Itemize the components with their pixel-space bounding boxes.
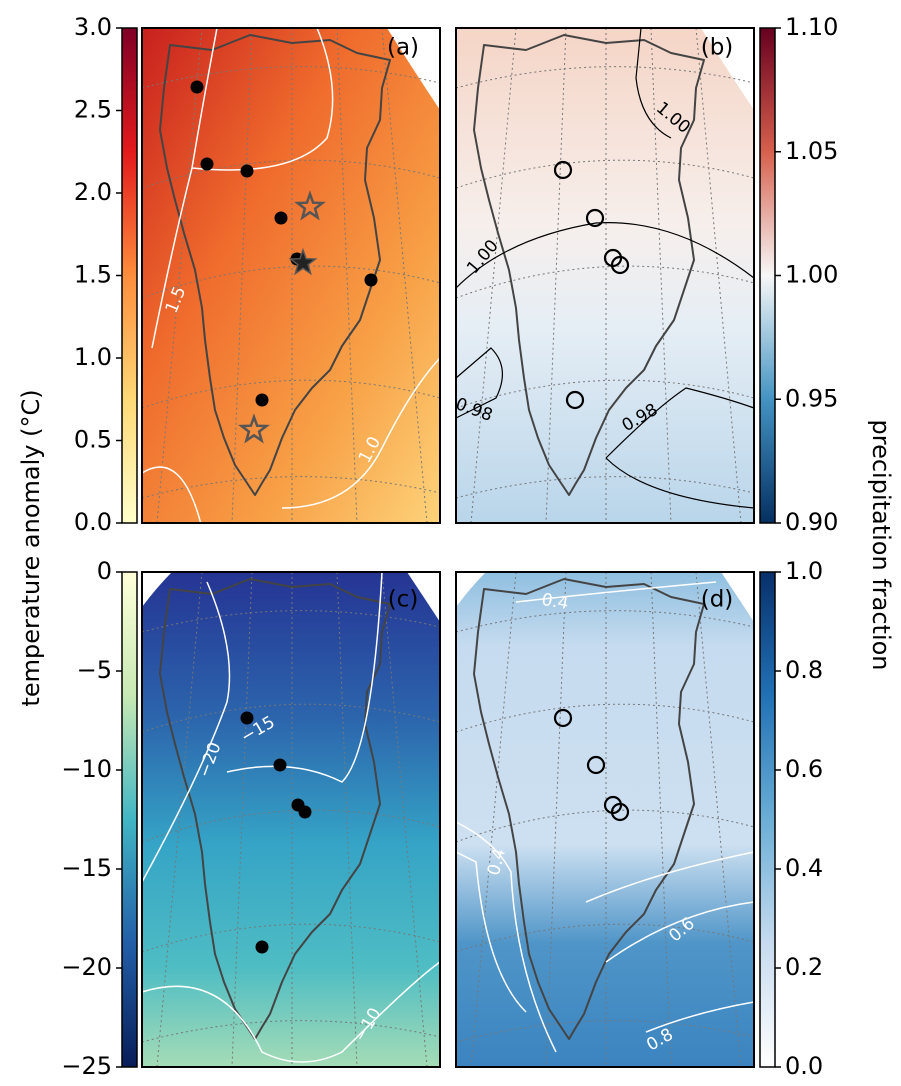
tick-label: 2.5 [74, 96, 112, 124]
right-axis-label: precipitation fraction [867, 419, 895, 670]
tick-label: 0.4 [785, 854, 823, 882]
tick-label: 0.6 [785, 755, 823, 783]
left-axis-label: temperature anomaly (°C) [17, 389, 45, 706]
tick-label: 0.95 [785, 384, 838, 412]
tick-label: 1.10 [785, 13, 838, 41]
tick-label: 3.0 [74, 13, 112, 41]
tick-label: −20 [61, 953, 112, 981]
tick-label: 0 [97, 557, 112, 585]
tick-label: 0.0 [785, 1052, 823, 1080]
panel-label: (b) [701, 35, 734, 61]
colorbar [759, 27, 776, 524]
tick-label: −5 [77, 656, 112, 684]
panel-c [141, 571, 441, 1068]
tick-label: 1.00 [785, 261, 838, 289]
tick-label: −25 [61, 1052, 112, 1080]
tick-label: 2.0 [74, 178, 112, 206]
colorbar [759, 571, 776, 1068]
panel-label: (a) [387, 35, 419, 61]
tick-label: −15 [61, 854, 112, 882]
site-markers [190, 80, 630, 954]
panel-d [455, 571, 755, 1068]
tick-label: 0.8 [785, 656, 823, 684]
tick-label: 1.5 [74, 261, 112, 289]
panel-b [455, 27, 755, 524]
panel-label: (c) [388, 587, 419, 613]
tick-label: −10 [61, 755, 112, 783]
panel-label: (d) [701, 587, 734, 613]
tick-label: 0.5 [74, 426, 112, 454]
panel-a [141, 27, 441, 529]
contour-label: 0.4 [540, 590, 570, 614]
tick-label: 0.2 [785, 953, 823, 981]
tick-label: 0.90 [785, 508, 838, 536]
tick-label: 0.0 [74, 508, 112, 536]
colorbar [121, 571, 138, 1068]
tick-label: 1.0 [785, 557, 823, 585]
tick-label: 1.0 [74, 343, 112, 371]
colorbar [121, 27, 138, 524]
tick-label: 1.05 [785, 137, 838, 165]
